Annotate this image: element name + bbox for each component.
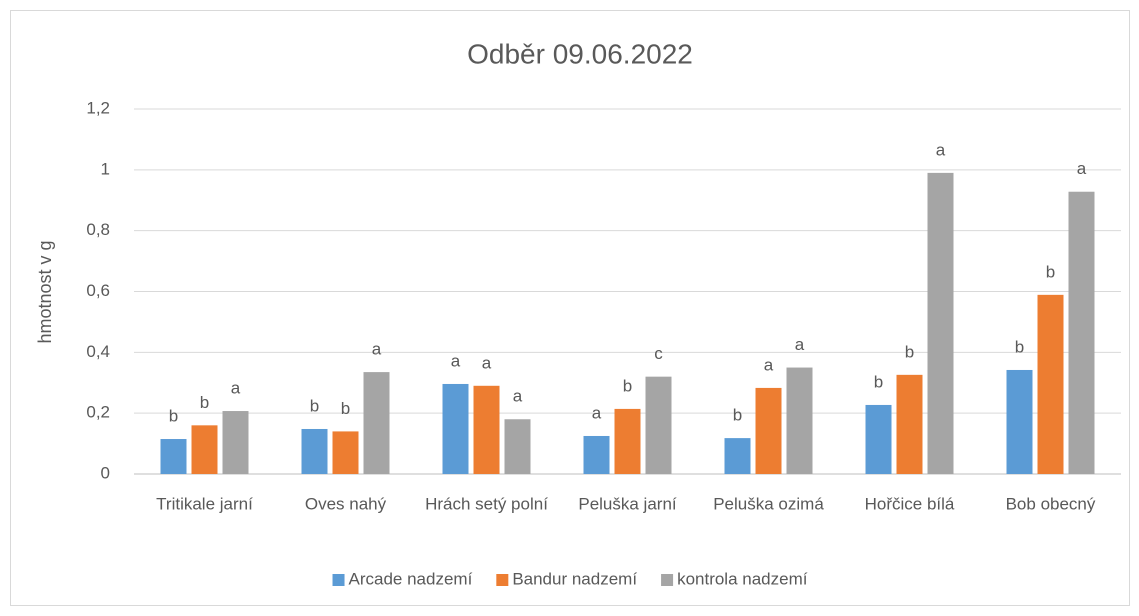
significance-label: a xyxy=(513,387,523,406)
significance-label: b xyxy=(623,376,632,395)
x-tick-label: Oves nahý xyxy=(305,494,387,513)
x-tick-label: Peluška ozimá xyxy=(713,494,824,513)
significance-label: a xyxy=(231,379,241,398)
bar xyxy=(645,376,672,474)
bar xyxy=(473,385,500,474)
significance-label: a xyxy=(936,140,946,159)
legend-label: Arcade nadzemí xyxy=(349,569,473,588)
bar xyxy=(1068,191,1095,474)
significance-label: a xyxy=(795,335,805,354)
significance-label: a xyxy=(592,403,602,422)
y-tick-label: 0 xyxy=(101,463,110,482)
y-tick-label: 0,6 xyxy=(86,281,110,300)
significance-label: b xyxy=(169,407,178,426)
significance-label: a xyxy=(764,355,774,374)
x-tick-label: Peluška jarní xyxy=(578,494,677,513)
bar xyxy=(865,404,892,474)
bar xyxy=(332,431,359,474)
bar xyxy=(363,372,390,474)
significance-label: b xyxy=(341,399,350,418)
bar xyxy=(786,367,813,474)
significance-label: b xyxy=(1015,337,1024,356)
bar xyxy=(724,438,751,474)
significance-label: b xyxy=(733,406,742,425)
y-tick-label: 0,4 xyxy=(86,342,110,361)
x-tick-label: Tritikale jarní xyxy=(156,494,253,513)
bar xyxy=(301,428,328,474)
bar xyxy=(442,383,469,474)
bar xyxy=(614,408,641,474)
x-tick-label: Bob obecný xyxy=(1006,494,1096,513)
significance-label: b xyxy=(905,342,914,361)
chart-border xyxy=(10,10,1130,606)
bar xyxy=(583,435,610,474)
significance-label: a xyxy=(372,340,382,359)
y-axis-label: hmotnost v g xyxy=(35,240,55,343)
bar xyxy=(1037,294,1064,474)
legend-swatch xyxy=(496,574,509,586)
y-tick-label: 1,2 xyxy=(86,98,110,117)
y-tick-label: 0,2 xyxy=(86,403,110,422)
significance-label: a xyxy=(451,351,461,370)
bar xyxy=(160,439,187,474)
bar xyxy=(927,172,954,474)
y-tick-label: 0,8 xyxy=(86,220,110,239)
bar xyxy=(896,374,923,474)
significance-label: b xyxy=(310,396,319,415)
significance-label: b xyxy=(1046,262,1055,281)
chart-title: Odběr 09.06.2022 xyxy=(467,38,693,69)
significance-label: b xyxy=(200,393,209,412)
y-tick-label: 1 xyxy=(101,159,110,178)
bar xyxy=(191,425,218,474)
significance-label: c xyxy=(654,344,663,363)
x-tick-label: Hořčice bílá xyxy=(865,494,955,513)
legend-label: kontrola nadzemí xyxy=(677,569,808,588)
bar xyxy=(222,411,249,474)
legend-swatch xyxy=(661,574,674,586)
significance-label: b xyxy=(874,372,883,391)
bar xyxy=(755,387,782,474)
significance-label: a xyxy=(482,353,492,372)
bar xyxy=(504,419,531,474)
significance-label: a xyxy=(1077,159,1087,178)
legend-label: Bandur nadzemí xyxy=(512,569,637,588)
x-tick-label: Hrách setý polní xyxy=(425,494,548,513)
legend-swatch xyxy=(332,574,345,586)
bar xyxy=(1006,369,1033,474)
